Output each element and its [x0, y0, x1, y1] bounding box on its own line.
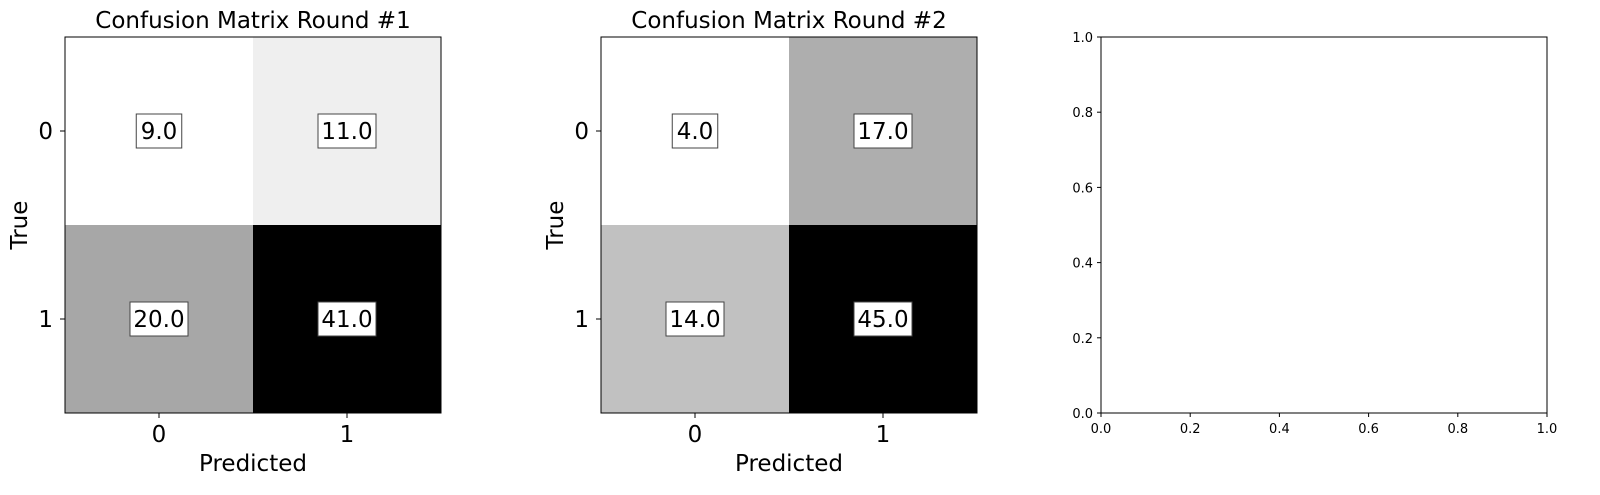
cell-value-label: 45.0 — [857, 307, 908, 333]
cell-label-box — [129, 301, 189, 337]
x-tick-label: 0 — [688, 422, 703, 448]
y-tick-label: 0.8 — [1072, 106, 1093, 121]
x-tick-label: 0 — [152, 422, 167, 448]
y-axis-label: True — [7, 201, 33, 251]
empty-axes: 0.0 0.2 0.4 0.6 0.8 1.0 0.0 0.2 0.4 0.6 0.8 1.0 — [1072, 31, 1557, 437]
axes-frame — [64, 36, 442, 414]
cell-label-box — [671, 113, 719, 149]
cell-value-label: 17.0 — [857, 119, 908, 145]
x-tick-label: 0.0 — [1091, 422, 1112, 437]
y-tick-label: 1.0 — [1072, 31, 1093, 46]
confusion-matrix-2: 4.0 17.0 14.0 45.0 0 1 0 1 Confusion Matrix Roun… — [543, 8, 978, 477]
y-tick-label: 0.4 — [1072, 257, 1093, 272]
chart-title: Confusion Matrix Round #1 — [95, 8, 410, 34]
cell-value-label: 4.0 — [677, 119, 714, 145]
x-tick-label: 1 — [340, 422, 355, 448]
cell-label-box — [853, 113, 913, 149]
x-axis-label: Predicted — [735, 451, 843, 477]
chart-title: Confusion Matrix Round #2 — [631, 8, 946, 34]
cell-label-box — [135, 113, 183, 149]
cell-label-box — [665, 301, 725, 337]
cell-label-box — [317, 301, 377, 337]
axes-frame — [600, 36, 978, 414]
cell-value-label: 14.0 — [669, 307, 720, 333]
x-tick-label: 1.0 — [1537, 422, 1558, 437]
y-tick-label: 0.6 — [1072, 181, 1093, 196]
cell-value-label: 41.0 — [321, 307, 372, 333]
cell-value-label: 20.0 — [133, 307, 184, 333]
y-tick-label: 0.0 — [1072, 407, 1093, 422]
y-tick-label: 0 — [574, 119, 589, 145]
cell-value-label: 11.0 — [321, 119, 372, 145]
cell-label-box — [853, 301, 913, 337]
cell-label-box — [317, 113, 377, 149]
x-tick-label: 0.2 — [1180, 422, 1201, 437]
x-tick-label: 0.8 — [1447, 422, 1468, 437]
x-tick-label: 0.4 — [1269, 422, 1290, 437]
cell-value-label: 9.0 — [141, 119, 178, 145]
y-tick-label: 1 — [38, 307, 53, 333]
confusion-matrix-1: 9.0 11.0 20.0 41.0 0 1 0 1 Confusion Matrix Roun… — [7, 8, 442, 477]
x-tick-label: 0.6 — [1358, 422, 1379, 437]
y-tick-label: 1 — [574, 307, 589, 333]
y-tick-label: 0.2 — [1072, 332, 1093, 347]
axes-frame — [1100, 36, 1548, 414]
y-tick-label: 0 — [38, 119, 53, 145]
x-axis-label: Predicted — [199, 451, 307, 477]
y-axis-label: True — [543, 201, 569, 251]
x-tick-label: 1 — [876, 422, 891, 448]
